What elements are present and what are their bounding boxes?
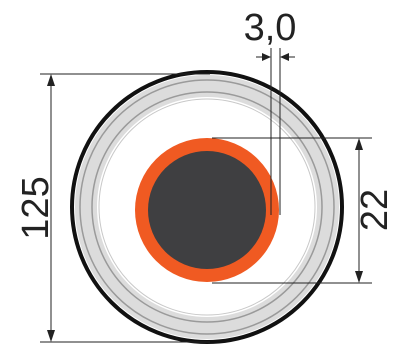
outer-diameter-label: 125 bbox=[15, 176, 57, 239]
insulation-inner-line bbox=[91, 91, 323, 323]
insulation-outer-line bbox=[79, 79, 335, 335]
thickness-dimension bbox=[256, 48, 295, 215]
core-diameter-dimension bbox=[212, 137, 372, 284]
insulation-ring bbox=[75, 75, 339, 339]
core-diameter-label: 22 bbox=[354, 189, 396, 231]
outer-diameter-dimension bbox=[40, 73, 210, 343]
thickness-label: 3,0 bbox=[244, 7, 297, 49]
conductor-core bbox=[148, 151, 266, 269]
